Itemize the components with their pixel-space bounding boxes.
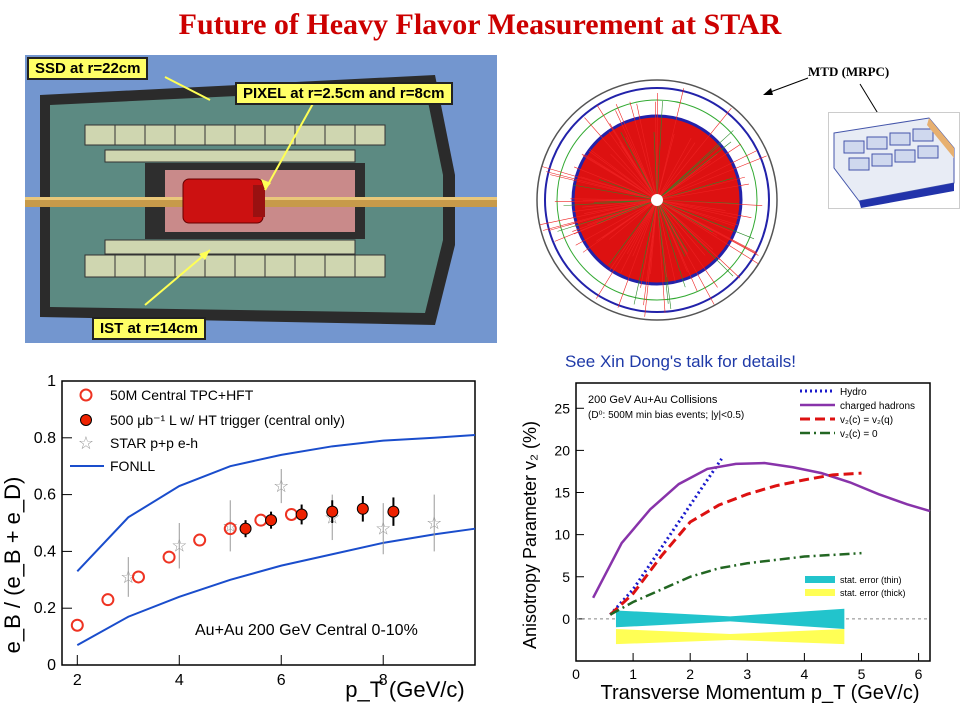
ssd-label: SSD at r=22cm	[27, 57, 148, 80]
event-display-drawing	[535, 55, 780, 345]
left-x-label: p_T (GeV/c)	[345, 677, 464, 702]
legend-label: v₂(c) = 0	[840, 429, 878, 440]
tpc-hft-point	[72, 620, 83, 631]
legend-swatch-thin	[805, 576, 835, 583]
right-y-label: Anisotropy Parameter v₂ (%)	[520, 421, 540, 649]
ht-point	[266, 515, 277, 526]
left-y-tick-label: 0.4	[34, 543, 56, 560]
left-y-label: e_B / (e_B + e_D)	[0, 477, 25, 654]
ht-point	[388, 506, 399, 517]
tpc-hft-point	[194, 535, 205, 546]
left-y-tick-label: 0.2	[34, 600, 56, 617]
hft-detector-image: SSD at r=22cm PIXEL at r=2.5cm and r=8cm…	[25, 55, 497, 343]
right-y-tick-label: 15	[554, 485, 570, 501]
pp-point: ☆	[426, 513, 442, 533]
ht-point	[240, 523, 251, 534]
left-y-tick-label: 0.6	[34, 487, 56, 504]
right-x-tick-label: 4	[800, 666, 808, 682]
ht-point	[357, 503, 368, 514]
right-annotation-2: (D⁰: 500M min bias events; |y|<0.5)	[588, 410, 744, 421]
right-chart: 0 1 2 3 4 5 6 0 5 10 15 20 25 Anisotropy Parameter v…	[510, 365, 960, 720]
mtd-module-image	[828, 112, 960, 209]
legend-swatch-thick	[805, 589, 835, 596]
legend-label: v₂(c) = v₂(q)	[840, 415, 893, 426]
right-x-tick-label: 6	[915, 666, 923, 682]
right-y-tick-label: 20	[554, 442, 570, 458]
left-x-tick-label: 6	[277, 672, 286, 689]
pixel-label: PIXEL at r=2.5cm and r=8cm	[235, 82, 453, 105]
legend-label: FONLL	[110, 458, 155, 474]
fonll-upper-line	[77, 435, 475, 571]
tpc-hft-point	[255, 515, 266, 526]
legend-marker-tpc	[81, 390, 92, 401]
right-chart-svg: 0 1 2 3 4 5 6 0 5 10 15 20 25 Anisotropy Parameter v…	[510, 365, 960, 720]
right-annotation-1: 200 GeV Au+Au Collisions	[588, 394, 718, 406]
ht-point	[296, 509, 307, 520]
left-annotation: Au+Au 200 GeV Central 0-10%	[195, 622, 418, 639]
right-y-tick-label: 0	[562, 611, 570, 627]
right-x-tick-label: 0	[572, 666, 580, 682]
right-x-tick-label: 2	[686, 666, 694, 682]
legend-label: stat. error (thick)	[840, 588, 906, 598]
pp-point: ☆	[375, 519, 391, 539]
right-y-tick-label: 25	[554, 400, 570, 416]
left-x-tick-label: 2	[73, 672, 82, 689]
pp-point: ☆	[273, 476, 289, 496]
left-y-tick-label: 0.8	[34, 430, 56, 447]
tpc-hft-point	[164, 552, 175, 563]
page-title: Future of Heavy Flavor Measurement at ST…	[0, 8, 960, 42]
right-y-tick-label: 10	[554, 527, 570, 543]
legend-label: STAR p+p e-h	[110, 435, 198, 451]
legend-label: stat. error (thin)	[840, 575, 902, 585]
left-y-tick-label: 1	[47, 373, 56, 390]
legend-marker-ht	[81, 415, 92, 426]
tpc-hft-point	[102, 594, 113, 605]
thin-error-band	[616, 609, 844, 629]
tpc-hft-point	[286, 509, 297, 520]
right-x-tick-label: 5	[858, 666, 866, 682]
legend-marker-pp: ☆	[78, 433, 94, 453]
ist-label: IST at r=14cm	[92, 317, 206, 340]
left-y-tick-label: 0	[47, 657, 56, 674]
right-x-tick-label: 3	[743, 666, 751, 682]
v2-zero-line	[610, 553, 861, 614]
thick-error-band	[616, 629, 844, 644]
left-x-tick-label: 4	[175, 672, 184, 689]
legend-label: Hydro	[840, 387, 867, 398]
right-y-tick-label: 5	[562, 569, 570, 585]
right-x-tick-label: 1	[629, 666, 637, 682]
right-x-label: Transverse Momentum p_T (GeV/c)	[601, 682, 920, 704]
legend-label: 500 μb⁻¹ L w/ HT trigger (central only)	[110, 412, 345, 428]
legend-label: 50M Central TPC+HFT	[110, 387, 254, 403]
legend-label: charged hadrons	[840, 401, 915, 412]
ht-point	[327, 506, 338, 517]
event-display-image	[535, 55, 780, 345]
